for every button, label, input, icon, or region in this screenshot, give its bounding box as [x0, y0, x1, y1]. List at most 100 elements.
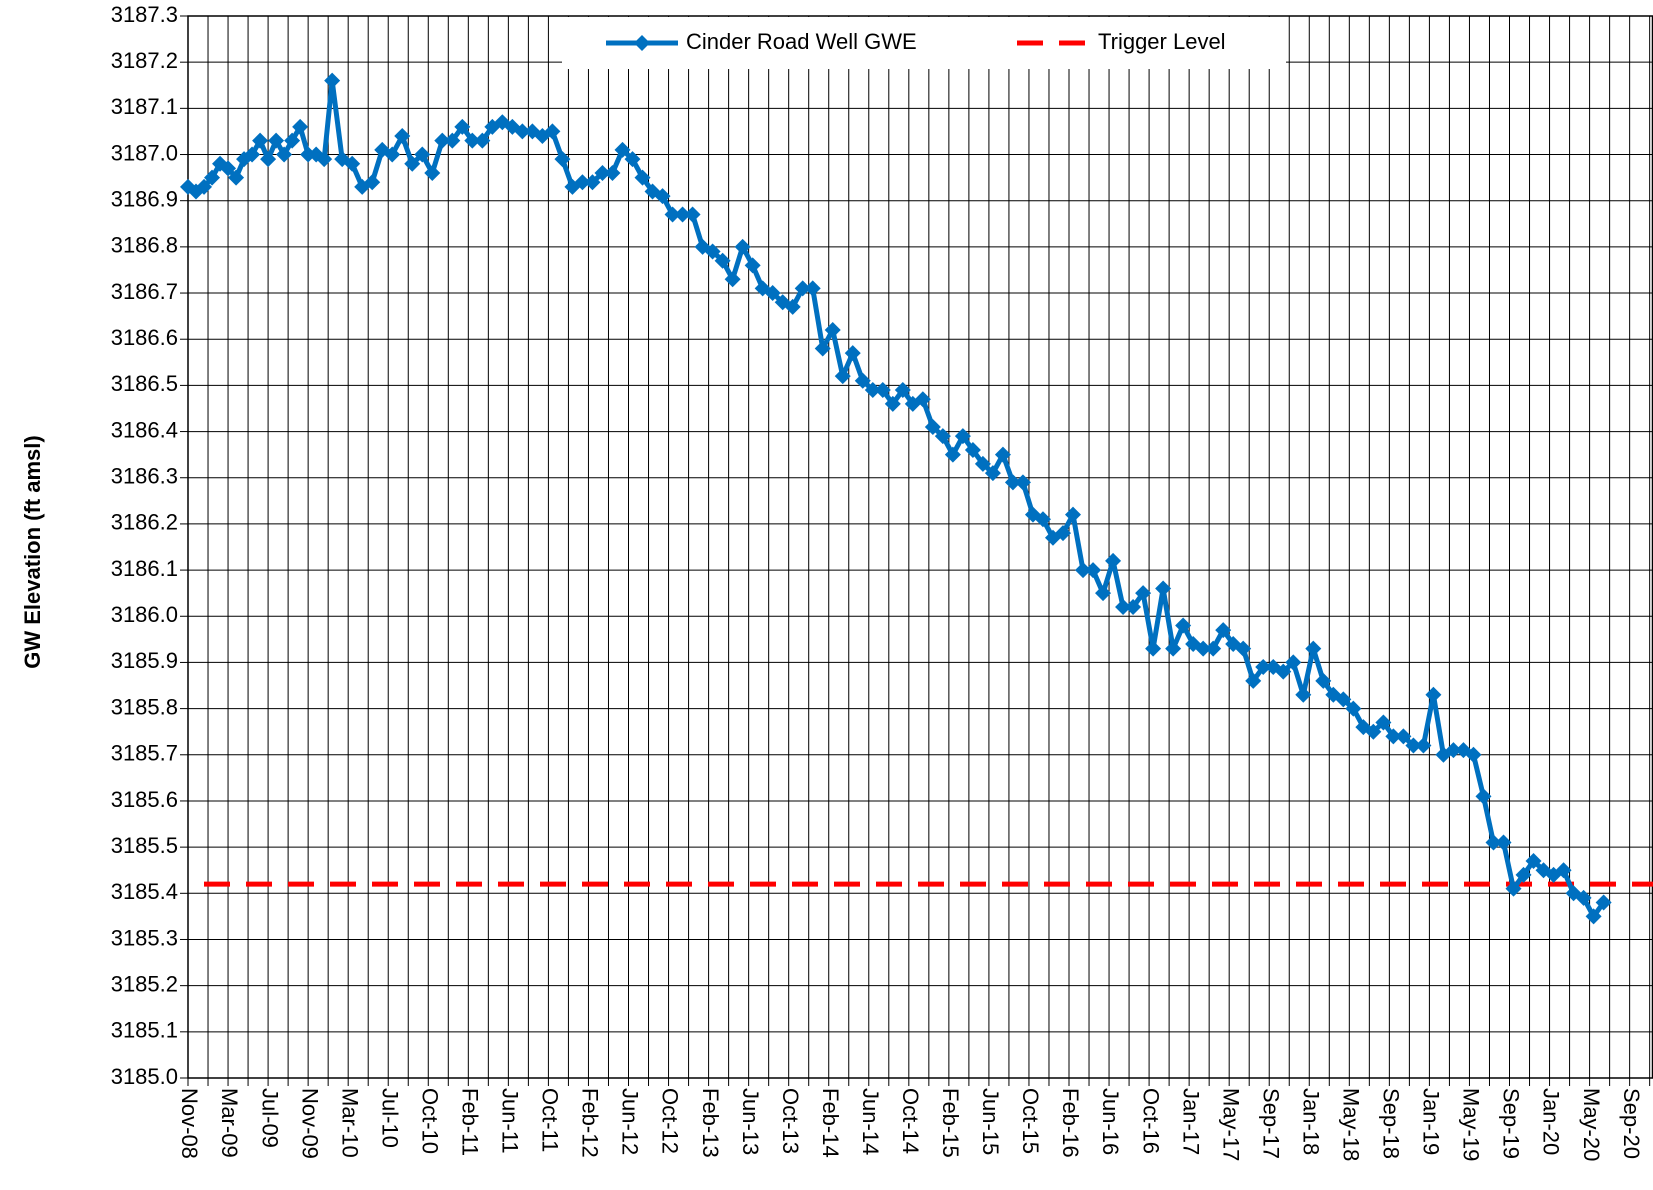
- x-tick-label: Jul-10: [377, 1088, 402, 1148]
- y-tick-label: 3185.5: [111, 833, 178, 858]
- x-tick-label: Mar-09: [217, 1088, 242, 1158]
- data-point: [1305, 640, 1322, 657]
- data-point: [984, 465, 1001, 482]
- data-point: [394, 128, 411, 145]
- data-point: [1315, 672, 1332, 689]
- data-point: [1495, 834, 1512, 851]
- data-point: [1515, 866, 1532, 883]
- x-tick-label: Oct-15: [1018, 1088, 1043, 1154]
- data-point: [854, 372, 871, 389]
- x-tick-label: Sep-20: [1619, 1088, 1644, 1159]
- x-tick-label: Jan-18: [1298, 1088, 1323, 1155]
- data-point: [474, 132, 491, 149]
- legend-label: Trigger Level: [1098, 29, 1226, 54]
- data-point: [944, 446, 961, 463]
- x-tick-label: Oct-12: [658, 1088, 683, 1154]
- data-point: [1115, 599, 1132, 616]
- data-point: [292, 118, 309, 135]
- x-tick-label: Feb-11: [458, 1088, 483, 1156]
- y-tick-label: 3185.6: [111, 787, 178, 812]
- data-point: [364, 174, 381, 191]
- data-point: [1335, 691, 1352, 708]
- x-tick-label: Oct-16: [1138, 1088, 1163, 1154]
- data-point: [544, 123, 561, 140]
- data-point: [674, 206, 691, 223]
- x-tick-label: Jun-11: [498, 1088, 523, 1154]
- x-tick-label: Jan-20: [1539, 1088, 1564, 1155]
- x-tick-label: Sep-19: [1499, 1088, 1524, 1159]
- plot-area: [187, 15, 1653, 1079]
- data-point: [994, 446, 1011, 463]
- data-point: [1125, 599, 1142, 616]
- data-point: [1034, 511, 1051, 528]
- data-point: [300, 146, 317, 163]
- data-point: [1145, 640, 1162, 657]
- data-point: [824, 321, 841, 338]
- data-point: [454, 118, 471, 135]
- x-tick-label: Sep-18: [1379, 1088, 1404, 1159]
- data-point: [804, 280, 821, 297]
- data-point: [844, 345, 861, 362]
- data-point: [914, 391, 931, 408]
- data-point: [220, 160, 237, 177]
- data-point: [684, 206, 701, 223]
- data-point: [504, 118, 521, 135]
- data-point: [624, 151, 641, 168]
- data-point: [764, 285, 781, 302]
- data-point: [1475, 788, 1492, 805]
- data-point: [894, 382, 911, 399]
- data-point: [324, 72, 341, 89]
- data-point: [884, 395, 901, 412]
- data-point: [1255, 659, 1272, 676]
- data-point: [1385, 728, 1402, 745]
- data-point: [434, 132, 451, 149]
- y-tick-label: 3187.2: [111, 48, 178, 73]
- data-point: [260, 151, 277, 168]
- data-point: [1014, 474, 1031, 491]
- y-tick-label: 3187.0: [111, 140, 178, 165]
- x-tick-label: Jun-13: [738, 1088, 763, 1155]
- data-point: [554, 151, 571, 168]
- data-point: [1195, 640, 1212, 657]
- data-point: [1405, 737, 1422, 754]
- data-point: [794, 280, 811, 297]
- x-tick-label: May-20: [1579, 1088, 1604, 1161]
- y-tick-label: 3185.3: [111, 925, 178, 950]
- data-point: [1175, 617, 1192, 634]
- x-tick-label: Jun-14: [858, 1088, 883, 1155]
- x-tick-label: May-19: [1459, 1088, 1484, 1161]
- data-point: [1075, 562, 1092, 579]
- data-point: [1235, 640, 1252, 657]
- y-tick-label: 3185.2: [111, 971, 178, 996]
- data-point: [1365, 723, 1382, 740]
- data-point: [784, 298, 801, 315]
- data-point: [1575, 889, 1592, 906]
- x-tick-label: Oct-11: [538, 1088, 563, 1152]
- data-point: [614, 141, 631, 158]
- data-point: [1375, 714, 1392, 731]
- data-point: [1085, 562, 1102, 579]
- data-point: [514, 123, 531, 140]
- data-point: [1465, 746, 1482, 763]
- data-point: [744, 257, 761, 274]
- data-point: [1425, 686, 1442, 703]
- data-point: [1004, 474, 1021, 491]
- x-tick-label: Jun-12: [618, 1088, 643, 1155]
- x-tick-label: Jul-09: [257, 1088, 282, 1148]
- data-point: [1215, 622, 1232, 639]
- y-tick-label: 3186.1: [111, 556, 178, 581]
- y-tick-label: 3187.1: [111, 94, 178, 119]
- data-point: [654, 188, 671, 205]
- x-tick-label: Feb-13: [698, 1088, 723, 1158]
- y-tick-label: 3186.4: [111, 417, 178, 442]
- data-point: [424, 164, 441, 181]
- data-point: [268, 132, 285, 149]
- data-point: [1245, 672, 1262, 689]
- data-point: [594, 164, 611, 181]
- legend-box: [562, 17, 1286, 69]
- data-point: [814, 340, 831, 357]
- data-point: [228, 169, 245, 186]
- y-tick-label: 3185.1: [111, 1018, 178, 1043]
- data-point: [196, 178, 213, 195]
